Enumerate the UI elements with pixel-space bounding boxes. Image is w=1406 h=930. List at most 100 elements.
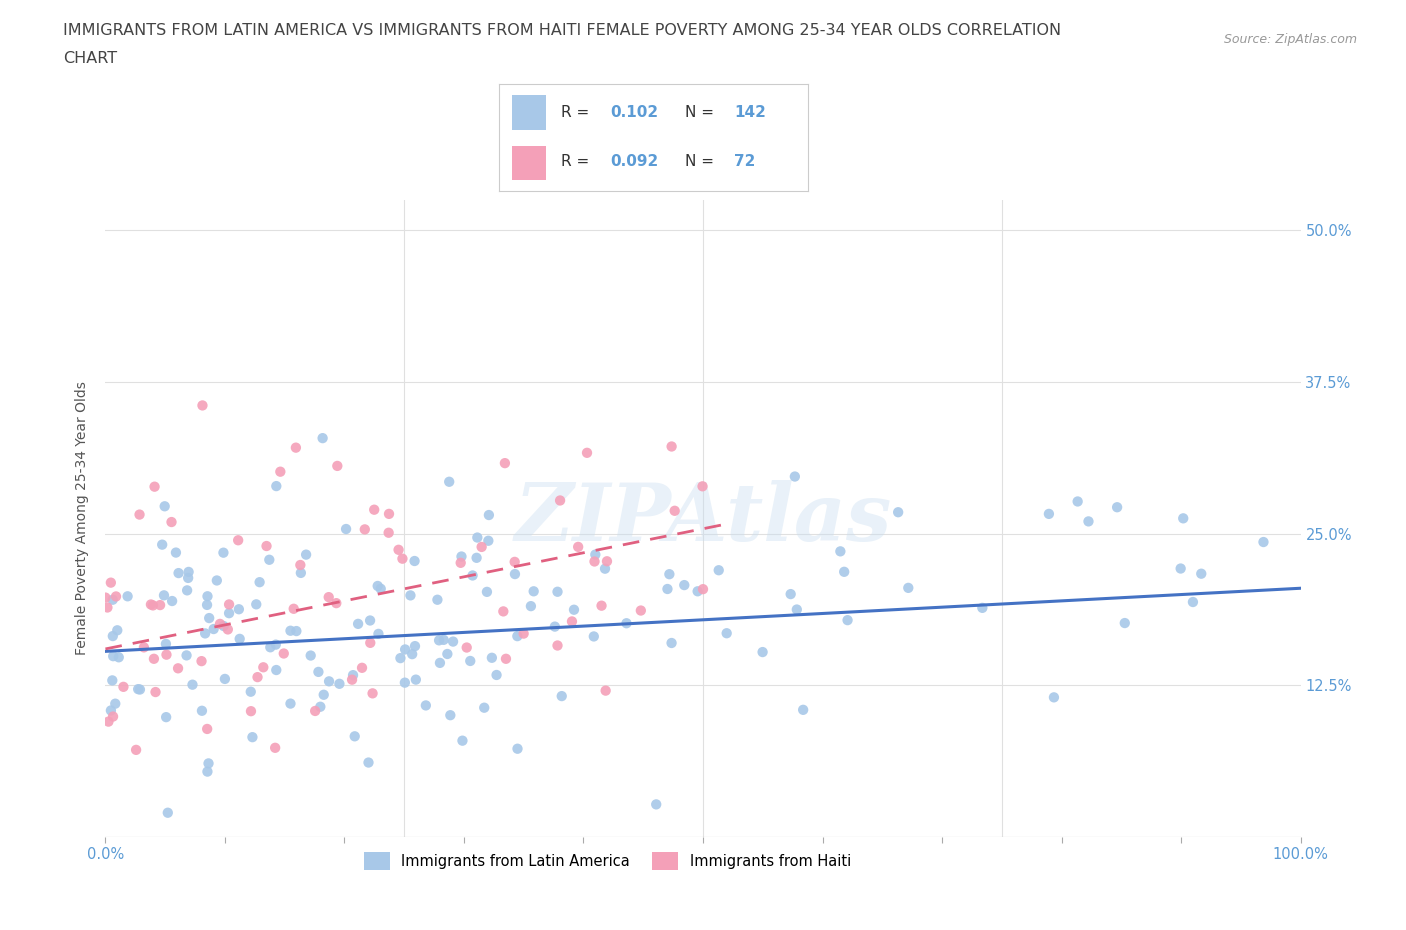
Point	[176, 583, 198, 598]
Point	[155, 636, 177, 651]
Point	[190, 654, 212, 669]
Point	[897, 580, 920, 595]
Point	[673, 578, 696, 592]
Point	[342, 668, 364, 683]
Text: Source: ZipAtlas.com: Source: ZipAtlas.com	[1223, 33, 1357, 46]
Text: 142: 142	[734, 105, 766, 120]
Point	[217, 622, 239, 637]
Point	[523, 584, 546, 599]
Point	[887, 505, 910, 520]
Point	[361, 686, 384, 701]
Point	[1181, 594, 1204, 609]
Point	[226, 533, 249, 548]
Point	[561, 614, 583, 629]
Point	[439, 708, 461, 723]
Point	[436, 646, 458, 661]
Point	[228, 631, 250, 646]
Point	[285, 624, 308, 639]
Point	[661, 439, 683, 454]
Point	[160, 593, 183, 608]
Point	[404, 639, 426, 654]
Point	[837, 613, 859, 628]
Point	[415, 698, 437, 713]
Point	[312, 687, 335, 702]
Point	[325, 596, 347, 611]
Point	[208, 617, 231, 631]
Text: IMMIGRANTS FROM LATIN AMERICA VS IMMIGRANTS FROM HAITI FEMALE POVERTY AMONG 25-3: IMMIGRANTS FROM LATIN AMERICA VS IMMIGRA…	[63, 23, 1062, 38]
Point	[269, 464, 291, 479]
Point	[242, 730, 264, 745]
Point	[290, 558, 312, 573]
Point	[1114, 616, 1136, 631]
Text: 0.102: 0.102	[610, 105, 658, 120]
Point	[100, 576, 122, 591]
Point	[105, 589, 128, 604]
Point	[299, 648, 322, 663]
Point	[832, 565, 855, 579]
Point	[567, 539, 589, 554]
Point	[492, 604, 515, 618]
Point	[404, 553, 426, 568]
Point	[353, 522, 375, 537]
Point	[195, 722, 218, 737]
Text: N =: N =	[685, 154, 714, 169]
Point	[401, 646, 423, 661]
Point	[595, 684, 617, 698]
Point	[105, 623, 128, 638]
Point	[155, 710, 177, 724]
Point	[465, 551, 488, 565]
Text: R =: R =	[561, 105, 589, 120]
Point	[503, 554, 526, 569]
Point	[582, 629, 605, 644]
Point	[139, 597, 162, 612]
Point	[472, 700, 495, 715]
Point	[583, 554, 606, 569]
Point	[256, 538, 278, 553]
Point	[149, 598, 172, 613]
Point	[399, 588, 422, 603]
Point	[101, 709, 124, 724]
Point	[583, 547, 606, 562]
Point	[387, 542, 409, 557]
Point	[318, 674, 340, 689]
Point	[661, 635, 683, 650]
Point	[214, 671, 236, 686]
Point	[198, 611, 221, 626]
Point	[520, 599, 543, 614]
Point	[1043, 690, 1066, 705]
Point	[205, 573, 228, 588]
Point	[437, 474, 460, 489]
Point	[783, 469, 806, 484]
Point	[1170, 561, 1192, 576]
Point	[657, 581, 679, 596]
Point	[830, 544, 852, 559]
Point	[197, 756, 219, 771]
Point	[616, 616, 638, 631]
Point	[426, 592, 449, 607]
Point	[143, 479, 166, 494]
Point	[378, 507, 401, 522]
Point	[156, 805, 179, 820]
Point	[547, 638, 569, 653]
Point	[181, 677, 204, 692]
Point	[686, 584, 709, 599]
Point	[117, 589, 139, 604]
Point	[512, 626, 534, 641]
Point	[239, 684, 262, 699]
Point	[101, 673, 124, 688]
Point	[197, 764, 219, 779]
Point	[212, 545, 235, 560]
Point	[100, 703, 122, 718]
Point	[551, 688, 574, 703]
Point	[304, 703, 326, 718]
Point	[357, 755, 380, 770]
Point	[544, 619, 567, 634]
Point	[177, 565, 200, 579]
Point	[450, 555, 472, 570]
Point	[191, 398, 214, 413]
Text: 0.092: 0.092	[610, 154, 659, 169]
Point	[165, 545, 187, 560]
Point	[264, 637, 287, 652]
Text: ZIPAtlas: ZIPAtlas	[515, 480, 891, 557]
Point	[467, 530, 489, 545]
